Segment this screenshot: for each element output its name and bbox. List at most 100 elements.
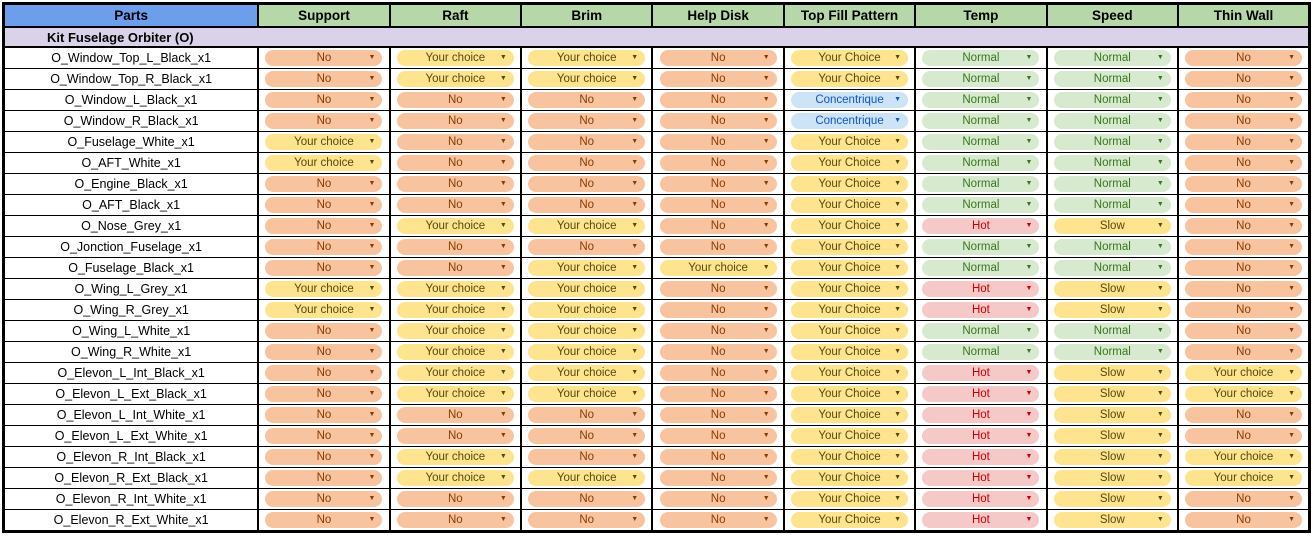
dropdown-chip[interactable]: Slow ▼ (1053, 365, 1171, 381)
dropdown-cell[interactable]: Your choice ▼ (520, 215, 654, 237)
dropdown-chip[interactable]: No ▼ (1185, 260, 1302, 276)
dropdown-cell[interactable]: No ▼ (257, 194, 391, 216)
dropdown-cell[interactable]: No ▼ (388, 194, 523, 216)
column-header-temp[interactable]: Temp (914, 2, 1048, 28)
dropdown-cell[interactable]: No ▼ (651, 362, 785, 384)
chevron-down-icon[interactable]: ▼ (762, 348, 770, 355)
dropdown-cell[interactable]: Normal ▼ (1045, 110, 1180, 132)
dropdown-cell[interactable]: No ▼ (257, 341, 391, 363)
dropdown-chip[interactable]: No ▼ (1185, 176, 1302, 192)
chevron-down-icon[interactable]: ▼ (631, 327, 639, 334)
dropdown-chip[interactable]: No ▼ (659, 365, 777, 381)
column-header-parts[interactable]: Parts (2, 2, 260, 28)
dropdown-cell[interactable]: No ▼ (257, 68, 391, 90)
dropdown-cell[interactable]: No ▼ (257, 110, 391, 132)
dropdown-chip[interactable]: Slow ▼ (1053, 470, 1171, 486)
chevron-down-icon[interactable]: ▼ (499, 411, 507, 418)
dropdown-chip[interactable]: Normal ▼ (922, 260, 1040, 276)
chevron-down-icon[interactable]: ▼ (499, 390, 507, 397)
dropdown-cell[interactable]: No ▼ (257, 467, 391, 489)
dropdown-cell[interactable]: No ▼ (651, 425, 785, 447)
column-header-top-fill-pattern[interactable]: Top Fill Pattern (782, 2, 917, 28)
dropdown-chip[interactable]: Normal ▼ (1053, 155, 1171, 171)
chevron-down-icon[interactable]: ▼ (631, 306, 639, 313)
column-header-support[interactable]: Support (257, 2, 391, 28)
dropdown-cell[interactable]: Concentrique ▼ (782, 89, 917, 111)
chevron-down-icon[interactable]: ▼ (631, 75, 639, 82)
dropdown-chip[interactable]: Normal ▼ (1053, 92, 1171, 108)
chevron-down-icon[interactable]: ▼ (631, 516, 639, 523)
chevron-down-icon[interactable]: ▼ (368, 411, 376, 418)
chevron-down-icon[interactable]: ▼ (368, 285, 376, 292)
dropdown-cell[interactable]: No ▼ (651, 89, 785, 111)
dropdown-cell[interactable]: Your choice ▼ (388, 299, 523, 321)
dropdown-cell[interactable]: No ▼ (1177, 173, 1311, 195)
dropdown-chip[interactable]: Hot ▼ (922, 470, 1040, 486)
dropdown-cell[interactable]: No ▼ (388, 509, 523, 532)
chevron-down-icon[interactable]: ▼ (631, 159, 639, 166)
dropdown-cell[interactable]: No ▼ (1177, 425, 1311, 447)
dropdown-chip[interactable]: No ▼ (528, 197, 646, 213)
dropdown-cell[interactable]: Your Choice ▼ (782, 404, 917, 426)
dropdown-cell[interactable]: Slow ▼ (1045, 488, 1180, 510)
chevron-down-icon[interactable]: ▼ (1025, 201, 1033, 208)
dropdown-cell[interactable]: Normal ▼ (914, 131, 1048, 153)
dropdown-chip[interactable]: Your choice ▼ (396, 302, 514, 318)
dropdown-chip[interactable]: Normal ▼ (1053, 50, 1171, 66)
dropdown-chip[interactable]: Your Choice ▼ (791, 407, 909, 423)
part-name-cell[interactable]: O_Window_L_Black_x1 (2, 89, 260, 111)
dropdown-chip[interactable]: Normal ▼ (1053, 113, 1171, 129)
chevron-down-icon[interactable]: ▼ (762, 411, 770, 418)
dropdown-cell[interactable]: No ▼ (1177, 131, 1311, 153)
dropdown-chip[interactable]: No ▼ (1185, 281, 1302, 297)
chevron-down-icon[interactable]: ▼ (368, 369, 376, 376)
dropdown-cell[interactable]: No ▼ (1177, 46, 1311, 69)
column-header-brim[interactable]: Brim (520, 2, 654, 28)
part-name-cell[interactable]: O_Fuselage_Black_x1 (2, 257, 260, 279)
dropdown-chip[interactable]: No ▼ (396, 92, 514, 108)
dropdown-cell[interactable]: Hot ▼ (914, 299, 1048, 321)
dropdown-cell[interactable]: No ▼ (257, 257, 391, 279)
chevron-down-icon[interactable]: ▼ (499, 96, 507, 103)
dropdown-cell[interactable]: No ▼ (1177, 341, 1311, 363)
dropdown-cell[interactable]: Normal ▼ (1045, 236, 1180, 258)
part-name-cell[interactable]: O_Elevon_R_Ext_Black_x1 (2, 467, 260, 489)
part-name-cell[interactable]: O_Elevon_R_Int_White_x1 (2, 488, 260, 510)
dropdown-cell[interactable]: Slow ▼ (1045, 215, 1180, 237)
dropdown-cell[interactable]: Your choice ▼ (520, 383, 654, 405)
chevron-down-icon[interactable]: ▼ (499, 180, 507, 187)
dropdown-chip[interactable]: Your choice ▼ (528, 281, 646, 297)
chevron-down-icon[interactable]: ▼ (1025, 117, 1033, 124)
chevron-down-icon[interactable]: ▼ (499, 516, 507, 523)
dropdown-chip[interactable]: Your choice ▼ (528, 50, 646, 66)
dropdown-cell[interactable]: Your Choice ▼ (782, 68, 917, 90)
chevron-down-icon[interactable]: ▼ (1288, 96, 1295, 103)
chevron-down-icon[interactable]: ▼ (1288, 180, 1295, 187)
chevron-down-icon[interactable]: ▼ (1156, 285, 1164, 292)
dropdown-cell[interactable]: Hot ▼ (914, 446, 1048, 468)
dropdown-chip[interactable]: Your choice ▼ (528, 365, 646, 381)
chevron-down-icon[interactable]: ▼ (894, 495, 902, 502)
dropdown-cell[interactable]: Slow ▼ (1045, 446, 1180, 468)
chevron-down-icon[interactable]: ▼ (1025, 495, 1033, 502)
dropdown-cell[interactable]: Your choice ▼ (388, 320, 523, 342)
dropdown-chip[interactable]: No ▼ (528, 92, 646, 108)
dropdown-chip[interactable]: No ▼ (265, 260, 383, 276)
part-name-cell[interactable]: O_Wing_L_White_x1 (2, 320, 260, 342)
dropdown-cell[interactable]: Hot ▼ (914, 425, 1048, 447)
chevron-down-icon[interactable]: ▼ (1156, 474, 1164, 481)
chevron-down-icon[interactable]: ▼ (1156, 54, 1164, 61)
dropdown-cell[interactable]: No ▼ (1177, 257, 1311, 279)
dropdown-chip[interactable]: Your choice ▼ (396, 386, 514, 402)
chevron-down-icon[interactable]: ▼ (762, 54, 770, 61)
part-name-cell[interactable]: O_Fuselage_White_x1 (2, 131, 260, 153)
dropdown-cell[interactable]: Slow ▼ (1045, 467, 1180, 489)
chevron-down-icon[interactable]: ▼ (894, 453, 902, 460)
dropdown-cell[interactable]: No ▼ (257, 362, 391, 384)
dropdown-chip[interactable]: Your Choice ▼ (791, 71, 909, 87)
dropdown-chip[interactable]: No ▼ (1185, 71, 1302, 87)
dropdown-chip[interactable]: Your Choice ▼ (791, 344, 909, 360)
dropdown-chip[interactable]: No ▼ (528, 134, 646, 150)
dropdown-chip[interactable]: No ▼ (528, 512, 646, 528)
chevron-down-icon[interactable]: ▼ (1288, 369, 1295, 376)
